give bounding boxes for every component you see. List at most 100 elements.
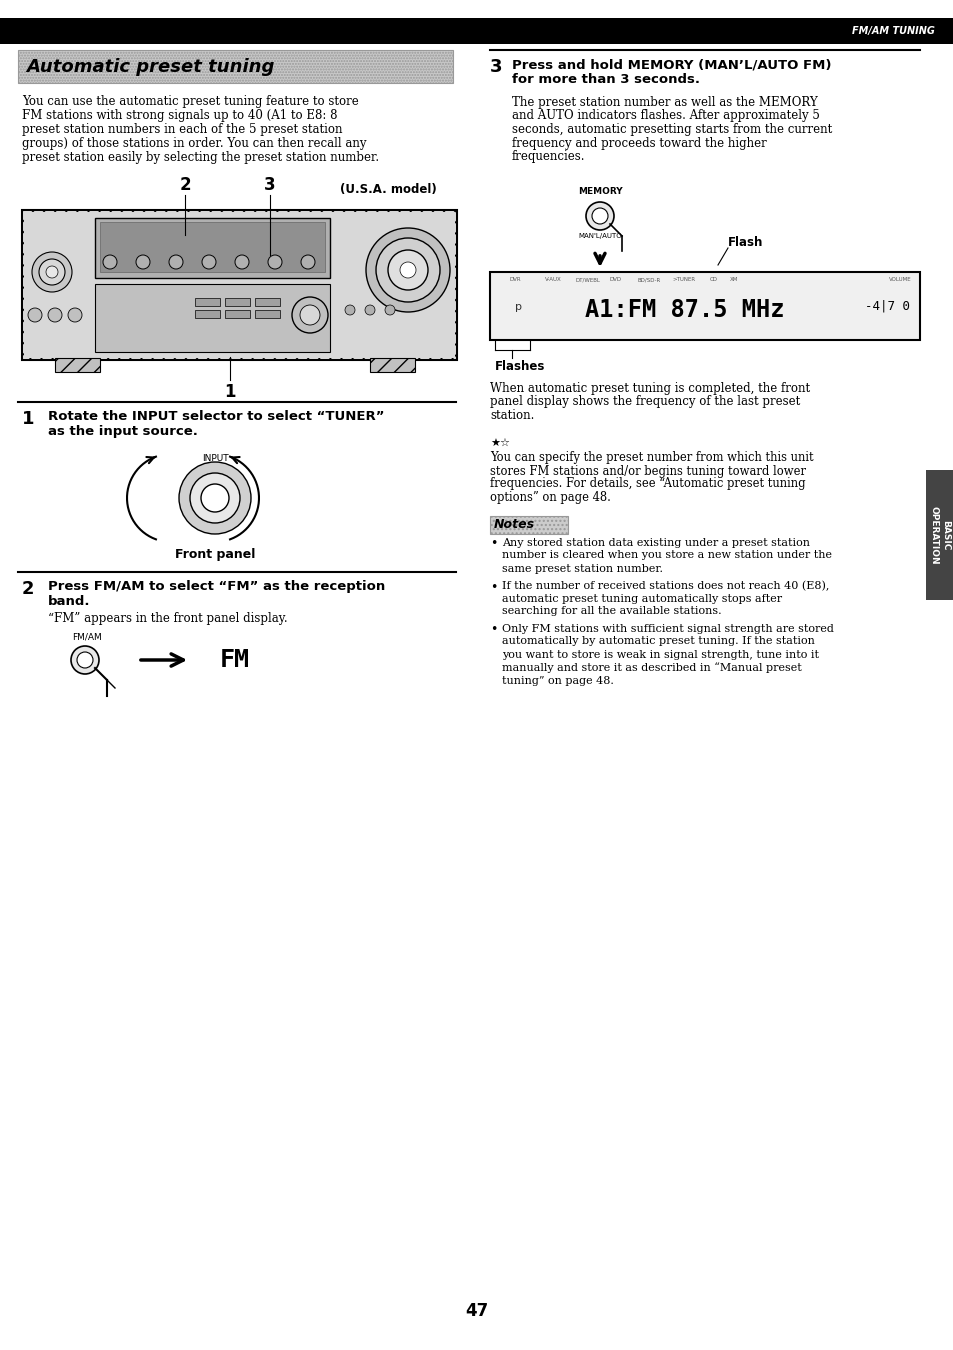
FancyBboxPatch shape	[225, 310, 250, 319]
Text: FM/AM TUNING: FM/AM TUNING	[851, 26, 934, 36]
Circle shape	[190, 472, 240, 522]
Text: 3: 3	[264, 176, 275, 194]
Text: Front panel: Front panel	[174, 548, 254, 562]
Circle shape	[345, 305, 355, 315]
Circle shape	[366, 228, 450, 312]
FancyBboxPatch shape	[925, 470, 953, 599]
Circle shape	[385, 305, 395, 315]
Circle shape	[299, 305, 319, 325]
Text: BD/SD-R: BD/SD-R	[638, 277, 660, 282]
Text: p: p	[515, 302, 521, 312]
Text: frequencies.: frequencies.	[512, 150, 585, 163]
FancyBboxPatch shape	[18, 50, 453, 82]
Text: Press FM/AM to select “FM” as the reception: Press FM/AM to select “FM” as the recept…	[48, 580, 385, 593]
Text: 47: 47	[465, 1301, 488, 1320]
Text: Only FM stations with sufficient signal strength are stored: Only FM stations with sufficient signal …	[501, 624, 833, 633]
Text: (U.S.A. model): (U.S.A. model)	[339, 184, 436, 196]
FancyBboxPatch shape	[225, 298, 250, 306]
Text: FM/AM: FM/AM	[72, 633, 102, 643]
FancyBboxPatch shape	[370, 358, 415, 373]
FancyBboxPatch shape	[194, 310, 220, 319]
Text: preset station numbers in each of the 5 preset station: preset station numbers in each of the 5 …	[22, 123, 342, 136]
Text: same preset station number.: same preset station number.	[501, 563, 662, 574]
Text: 1: 1	[22, 410, 34, 428]
Text: groups) of those stations in order. You can then recall any: groups) of those stations in order. You …	[22, 136, 366, 150]
Text: MEMORY: MEMORY	[578, 188, 621, 196]
Text: frequencies. For details, see “Automatic preset tuning: frequencies. For details, see “Automatic…	[490, 478, 804, 490]
Circle shape	[592, 208, 607, 224]
Text: A1:FM 87.5 MHz: A1:FM 87.5 MHz	[584, 298, 784, 323]
Text: Flashes: Flashes	[495, 360, 545, 373]
FancyBboxPatch shape	[254, 310, 280, 319]
Text: The preset station number as well as the MEMORY: The preset station number as well as the…	[512, 96, 817, 109]
Text: MAN'L/AUTO: MAN'L/AUTO	[578, 234, 621, 239]
Text: seconds, automatic presetting starts from the current: seconds, automatic presetting starts fro…	[512, 123, 831, 136]
Text: searching for all the available stations.: searching for all the available stations…	[501, 606, 720, 617]
Circle shape	[201, 485, 229, 512]
Text: station.: station.	[490, 409, 534, 423]
FancyBboxPatch shape	[24, 212, 455, 358]
FancyBboxPatch shape	[194, 298, 220, 306]
Circle shape	[179, 462, 251, 535]
Circle shape	[136, 255, 150, 269]
Circle shape	[399, 262, 416, 278]
Circle shape	[301, 255, 314, 269]
Text: Notes: Notes	[494, 518, 535, 531]
Text: Press and hold MEMORY (MAN’L/AUTO FM): Press and hold MEMORY (MAN’L/AUTO FM)	[512, 58, 831, 72]
FancyBboxPatch shape	[95, 284, 330, 352]
Text: Flash: Flash	[727, 235, 762, 248]
Text: Automatic preset tuning: Automatic preset tuning	[26, 58, 274, 76]
Text: FM: FM	[220, 648, 250, 672]
Circle shape	[202, 255, 215, 269]
Circle shape	[234, 255, 249, 269]
Text: Rotate the INPUT selector to select “TUNER”: Rotate the INPUT selector to select “TUN…	[48, 410, 384, 423]
Text: FM stations with strong signals up to 40 (A1 to E8: 8: FM stations with strong signals up to 40…	[22, 109, 337, 122]
Text: stores FM stations and/or begins tuning toward lower: stores FM stations and/or begins tuning …	[490, 464, 805, 478]
Text: panel display shows the frequency of the last preset: panel display shows the frequency of the…	[490, 396, 800, 409]
Text: 1: 1	[224, 383, 235, 401]
Text: If the number of received stations does not reach 40 (E8),: If the number of received stations does …	[501, 580, 828, 591]
Circle shape	[169, 255, 183, 269]
FancyBboxPatch shape	[55, 358, 100, 373]
Text: BASIC
OPERATION: BASIC OPERATION	[929, 506, 949, 564]
FancyBboxPatch shape	[95, 217, 330, 278]
Text: for more than 3 seconds.: for more than 3 seconds.	[512, 73, 700, 86]
Text: You can specify the preset number from which this unit: You can specify the preset number from w…	[490, 451, 813, 464]
Circle shape	[71, 647, 99, 674]
FancyBboxPatch shape	[100, 221, 325, 271]
Circle shape	[32, 252, 71, 292]
Text: VOLUME: VOLUME	[888, 277, 911, 282]
Circle shape	[292, 297, 328, 333]
Text: “FM” appears in the front panel display.: “FM” appears in the front panel display.	[48, 612, 287, 625]
Text: DVR: DVR	[510, 277, 521, 282]
Text: INPUT: INPUT	[201, 454, 228, 463]
Text: DT/WEBL: DT/WEBL	[576, 277, 600, 282]
Text: You can use the automatic preset tuning feature to store: You can use the automatic preset tuning …	[22, 95, 358, 108]
Text: 3: 3	[490, 58, 502, 76]
Circle shape	[46, 266, 58, 278]
Text: DVD: DVD	[609, 277, 621, 282]
FancyBboxPatch shape	[490, 271, 919, 340]
Text: tuning” on page 48.: tuning” on page 48.	[501, 675, 613, 686]
Text: you want to store is weak in signal strength, tune into it: you want to store is weak in signal stre…	[501, 649, 818, 660]
Text: options” on page 48.: options” on page 48.	[490, 490, 610, 504]
Circle shape	[365, 305, 375, 315]
FancyBboxPatch shape	[254, 298, 280, 306]
FancyBboxPatch shape	[22, 211, 456, 360]
Text: •: •	[490, 537, 497, 551]
Text: as the input source.: as the input source.	[48, 425, 197, 437]
Circle shape	[68, 308, 82, 323]
Text: 2: 2	[179, 176, 191, 194]
Circle shape	[103, 255, 117, 269]
Circle shape	[48, 308, 62, 323]
FancyBboxPatch shape	[490, 516, 567, 533]
Text: V-AUX: V-AUX	[544, 277, 561, 282]
Circle shape	[28, 308, 42, 323]
Text: frequency and proceeds toward the higher: frequency and proceeds toward the higher	[512, 136, 766, 150]
Circle shape	[375, 238, 439, 302]
Text: ★☆: ★☆	[490, 437, 510, 447]
Circle shape	[585, 202, 614, 230]
Text: number is cleared when you store a new station under the: number is cleared when you store a new s…	[501, 551, 831, 560]
Text: 2: 2	[22, 580, 34, 598]
Text: Any stored station data existing under a preset station: Any stored station data existing under a…	[501, 537, 809, 548]
